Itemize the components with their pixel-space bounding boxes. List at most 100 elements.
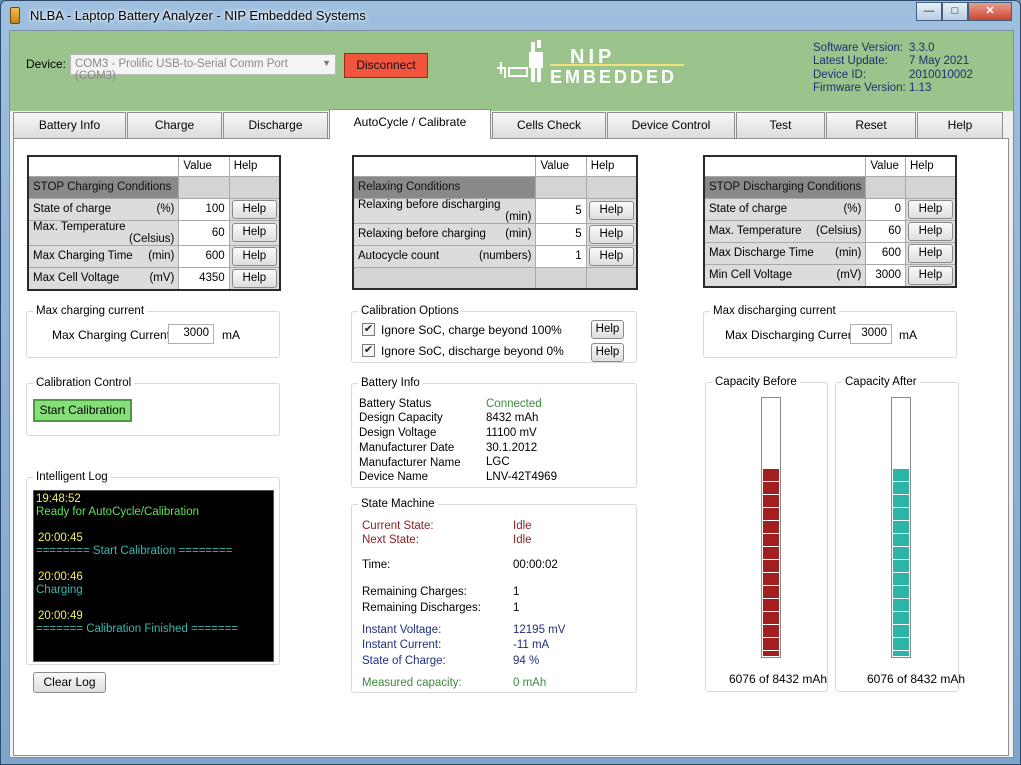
group-title: Max charging current <box>33 305 148 317</box>
value-cell[interactable]: 3000 <box>865 263 906 287</box>
maximize-button[interactable]: □ <box>942 2 968 21</box>
col-help: Help <box>228 155 281 177</box>
software-version-value: 3.3.0 <box>909 42 935 54</box>
tab-reset[interactable]: Reset <box>826 112 916 138</box>
help-button[interactable]: Help <box>908 243 953 263</box>
row-relax-before-discharging: Relaxing before discharging (min) <box>352 197 537 224</box>
instant-current-value: -11 mA <box>513 639 550 651</box>
close-button[interactable]: ✕ <box>968 2 1012 21</box>
help-button[interactable]: Help <box>231 199 277 219</box>
help-button[interactable]: Help <box>908 265 953 285</box>
value-cell[interactable]: 60 <box>178 219 230 246</box>
next-state-label: Next State: <box>362 534 419 546</box>
current-state-label: Current State: <box>362 520 434 532</box>
tab-autocycle-calibrate[interactable]: AutoCycle / Calibrate <box>329 109 491 139</box>
device-select-value: COM3 - Prolific USB-to-Serial Comm Port … <box>75 58 288 82</box>
tab-test[interactable]: Test <box>736 112 825 138</box>
value-cell[interactable]: 5 <box>535 222 587 246</box>
group-title: Calibration Control <box>33 377 135 389</box>
col-value: Value <box>535 155 587 177</box>
logo-nip: NIP <box>570 46 616 68</box>
device-id-value: 2010010002 <box>909 69 973 81</box>
max-charging-unit: mA <box>222 328 240 342</box>
help-button[interactable]: Help <box>231 223 277 242</box>
empty-row <box>352 266 537 290</box>
tab-discharge[interactable]: Discharge <box>223 112 328 138</box>
group-title: State Machine <box>358 498 438 510</box>
value-cell[interactable]: 1 <box>535 244 587 268</box>
log-message: Charging <box>36 584 83 596</box>
tab-device-control[interactable]: Device Control <box>607 112 735 138</box>
capacity-before-fill <box>763 469 779 656</box>
log-time: 20:00:49 <box>38 610 83 622</box>
tab-charge[interactable]: Charge <box>127 112 222 138</box>
current-state-value: Idle <box>513 520 532 532</box>
device-id-label: Device ID: <box>813 69 867 81</box>
value-cell[interactable]: 100 <box>178 197 230 221</box>
state-of-charge-value: 94 % <box>513 655 540 667</box>
manufacturer-date-label: Manufacturer Date <box>359 442 455 454</box>
intelligent-log-group: Intelligent Log 19:48:52 Ready for AutoC… <box>26 471 280 665</box>
tab-battery-info[interactable]: Battery Info <box>13 112 126 138</box>
manufacturer-name-value: LGC <box>486 456 510 468</box>
group-title: Max discharging current <box>710 305 839 317</box>
help-button[interactable]: Help <box>908 221 953 241</box>
max-charging-input[interactable]: 3000 <box>168 324 214 344</box>
tab-help[interactable]: Help <box>917 112 1003 138</box>
calibration-options-group: Calibration Options ✔ Ignore SoC, charge… <box>351 305 637 363</box>
autocycle-page: Value Help STOP Charging Conditions State… <box>13 138 1009 756</box>
tab-cells-check[interactable]: Cells Check <box>492 112 606 138</box>
software-version-label: Software Version: <box>813 42 904 54</box>
row-relax-before-charging: Relaxing before charging (min) <box>352 222 537 246</box>
manufacturer-name-label: Manufacturer Name <box>359 457 461 469</box>
relaxing-table: Value Help Relaxing Conditions Relaxing b… <box>352 155 638 290</box>
help-button[interactable]: Help <box>588 201 634 220</box>
log-message: ======= Calibration Finished ======= <box>36 623 239 635</box>
help-button[interactable]: Help <box>588 224 634 244</box>
capacity-before-group: Capacity Before 6076 of 8432 mAh <box>705 376 828 692</box>
max-charging-label: Max Charging Current: <box>52 328 174 342</box>
value-cell[interactable]: 4350 <box>178 266 230 290</box>
instant-voltage-value: 12195 mV <box>513 624 566 636</box>
help-button[interactable]: Help <box>908 199 953 219</box>
help-button[interactable]: Help <box>591 343 624 362</box>
logo-divider <box>550 64 684 66</box>
window-title: NLBA - Laptop Battery Analyzer - NIP Emb… <box>30 8 366 23</box>
capacity-before-bar <box>761 397 781 658</box>
capacity-before-text: 6076 of 8432 mAh <box>729 672 828 686</box>
max-discharging-input[interactable]: 3000 <box>850 324 892 344</box>
capacity-after-text: 6076 of 8432 mAh <box>867 672 966 686</box>
value-cell[interactable]: 0 <box>865 197 906 221</box>
device-name-value: LNV-42T4969 <box>486 471 557 483</box>
remaining-discharges-label: Remaining Discharges: <box>362 602 481 614</box>
help-button[interactable]: Help <box>231 268 277 288</box>
ignore-soc-discharge-checkbox[interactable]: ✔ <box>362 344 375 357</box>
design-capacity-label: Design Capacity <box>359 412 443 424</box>
value-cell[interactable]: 600 <box>178 244 230 268</box>
design-voltage-label: Design Voltage <box>359 427 437 439</box>
log-time: 19:48:52 <box>36 493 81 505</box>
minimize-button[interactable]: — <box>916 2 942 21</box>
help-button[interactable]: Help <box>588 246 634 266</box>
start-calibration-button[interactable]: Start Calibration <box>33 399 132 422</box>
disconnect-button[interactable]: Disconnect <box>344 53 428 78</box>
help-button[interactable]: Help <box>231 246 277 266</box>
value-cell[interactable]: 600 <box>865 241 906 265</box>
device-select[interactable]: COM3 - Prolific USB-to-Serial Comm Port … <box>70 54 336 82</box>
capacity-after-fill <box>893 469 909 656</box>
row-state-of-charge: State of charge (%) <box>703 197 867 221</box>
value-cell[interactable]: 5 <box>535 197 587 224</box>
value-cell[interactable]: 60 <box>865 219 906 243</box>
device-header: Device: COM3 - Prolific USB-to-Serial Co… <box>10 31 1013 111</box>
title-bar[interactable]: NLBA - Laptop Battery Analyzer - NIP Emb… <box>1 1 1020 30</box>
logo-embedded: EMBEDDED <box>550 67 678 87</box>
manufacturer-date-value: 30.1.2012 <box>486 442 538 454</box>
log-console[interactable]: 19:48:52 Ready for AutoCycle/Calibration… <box>33 490 274 662</box>
col-value: Value <box>865 155 906 177</box>
help-button[interactable]: Help <box>591 320 624 339</box>
log-time: 20:00:46 <box>38 571 83 583</box>
instant-voltage-label: Instant Voltage: <box>362 624 442 636</box>
ignore-soc-charge-checkbox[interactable]: ✔ <box>362 323 375 336</box>
clear-log-button[interactable]: Clear Log <box>33 672 106 693</box>
